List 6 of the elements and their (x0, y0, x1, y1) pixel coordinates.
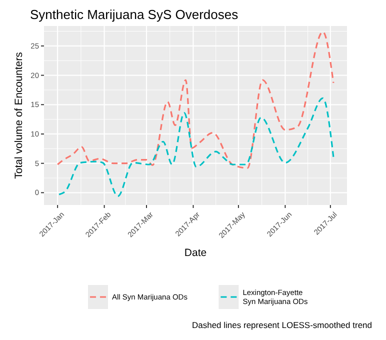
line-series (58, 97, 334, 197)
x-axis-title: Date (184, 247, 207, 259)
text: Dashed lines represent LOESS-smoothed trend (192, 320, 372, 330)
chart-title: Synthetic Marijuana SyS Overdoses (30, 7, 239, 22)
line-series (56, 31, 334, 169)
y-axis-title: Total volume of Encounters (13, 52, 25, 179)
